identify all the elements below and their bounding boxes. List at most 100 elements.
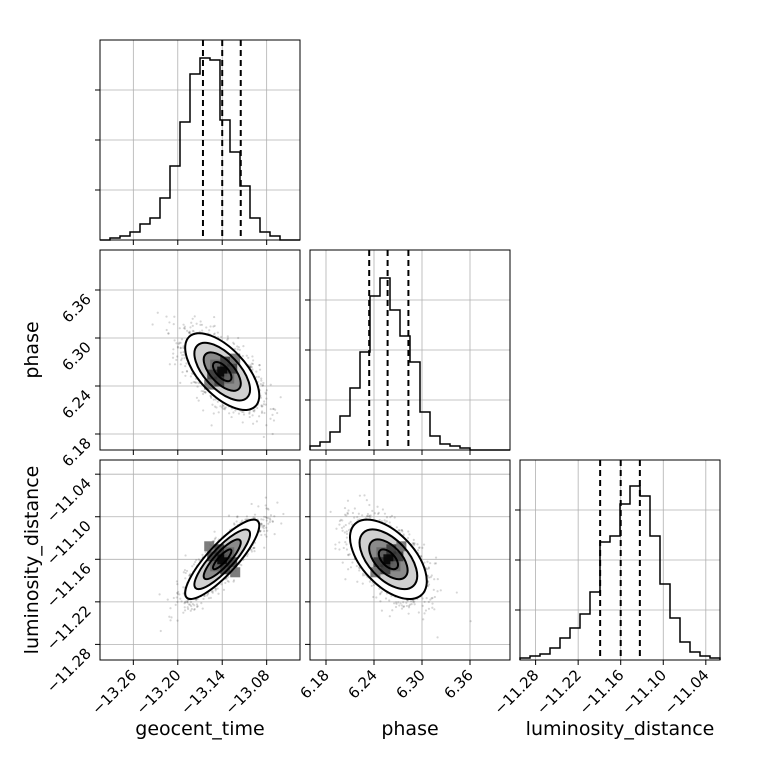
sample-point [260, 533, 263, 537]
sample-point [345, 543, 348, 546]
sample-point [266, 507, 269, 510]
sample-point [253, 550, 256, 553]
sample-point [260, 410, 264, 413]
sample-point [159, 629, 162, 633]
sample-point [236, 345, 239, 348]
sample-point [179, 351, 183, 354]
sample-point [183, 569, 187, 572]
sample-point [417, 546, 421, 549]
sample-point [344, 523, 347, 527]
sample-point [168, 321, 171, 324]
sample-point [347, 529, 351, 532]
sample-point [221, 404, 224, 407]
sample-point [193, 380, 197, 384]
sample-point [189, 572, 192, 575]
sample-point [265, 389, 268, 392]
sample-point [264, 515, 268, 519]
sample-point [266, 529, 269, 532]
sample-point [250, 366, 253, 369]
sample-point [183, 609, 187, 612]
sample-point [410, 603, 413, 606]
sample-point [261, 405, 264, 408]
sample-point [213, 324, 216, 327]
sample-point [186, 606, 189, 609]
density-cell [230, 567, 241, 578]
sample-point [215, 406, 218, 409]
panel-frame [99, 459, 301, 661]
sample-point [426, 567, 429, 571]
sample-point [203, 390, 206, 394]
sample-point [378, 518, 381, 522]
sample-point [347, 554, 350, 557]
sample-point [186, 329, 189, 332]
sample-point [343, 513, 347, 516]
sample-point [406, 536, 410, 540]
sample-point [179, 346, 182, 349]
sample-point [248, 412, 251, 415]
sample-point [423, 612, 426, 615]
sample-point [345, 514, 348, 517]
sample-point [265, 526, 268, 529]
sample-point [169, 607, 172, 610]
sample-point [227, 580, 230, 583]
sample-point [280, 522, 283, 525]
sample-point [379, 592, 382, 595]
sample-point [241, 421, 244, 424]
sample-point [425, 597, 428, 600]
sample-point [253, 408, 256, 412]
sample-point [255, 375, 258, 379]
sample-point [373, 512, 376, 515]
sample-point [260, 522, 263, 525]
sample-point [193, 604, 196, 607]
sample-point [192, 330, 195, 333]
sample-point [385, 516, 389, 519]
sample-point [263, 530, 266, 533]
sample-point [201, 329, 204, 332]
sample-point [365, 514, 369, 518]
sample-point [224, 581, 227, 585]
sample-point [246, 554, 249, 558]
sample-point [343, 531, 346, 534]
sample-point [358, 494, 361, 497]
sample-point [369, 516, 372, 519]
sample-point [194, 561, 197, 564]
sample-point [199, 320, 202, 323]
sample-point [204, 391, 207, 394]
sample-point [390, 514, 394, 517]
sample-point [418, 546, 421, 549]
sample-point [455, 591, 458, 594]
sample-point [197, 382, 201, 385]
contour-line [368, 538, 409, 581]
sample-point [226, 579, 229, 583]
x-tick-label: −13.14 [177, 666, 229, 718]
sample-point [353, 516, 356, 519]
sample-point [179, 363, 182, 366]
sample-point [368, 514, 371, 517]
sample-point [426, 560, 429, 563]
sample-point [427, 607, 431, 610]
sample-point [212, 398, 215, 401]
sample-point [176, 600, 179, 604]
sample-point [263, 411, 266, 415]
sample-point [182, 611, 185, 614]
sample-point [188, 331, 191, 334]
sample-point [188, 330, 191, 333]
sample-point [253, 410, 256, 413]
sample-point [175, 358, 178, 362]
sample-point [191, 602, 194, 606]
x-tick-label: −11.10 [618, 666, 670, 718]
sample-point [338, 523, 341, 526]
sample-point [252, 422, 255, 425]
sample-point [263, 515, 266, 518]
sample-point [361, 514, 364, 517]
density-cell [210, 561, 221, 572]
sample-point [420, 554, 423, 558]
sample-point [247, 356, 250, 359]
sample-point [201, 607, 204, 610]
contour-line [184, 518, 261, 601]
sample-point [402, 601, 405, 604]
sample-point [236, 516, 239, 519]
sample-point [236, 348, 239, 351]
sample-point [263, 546, 266, 549]
